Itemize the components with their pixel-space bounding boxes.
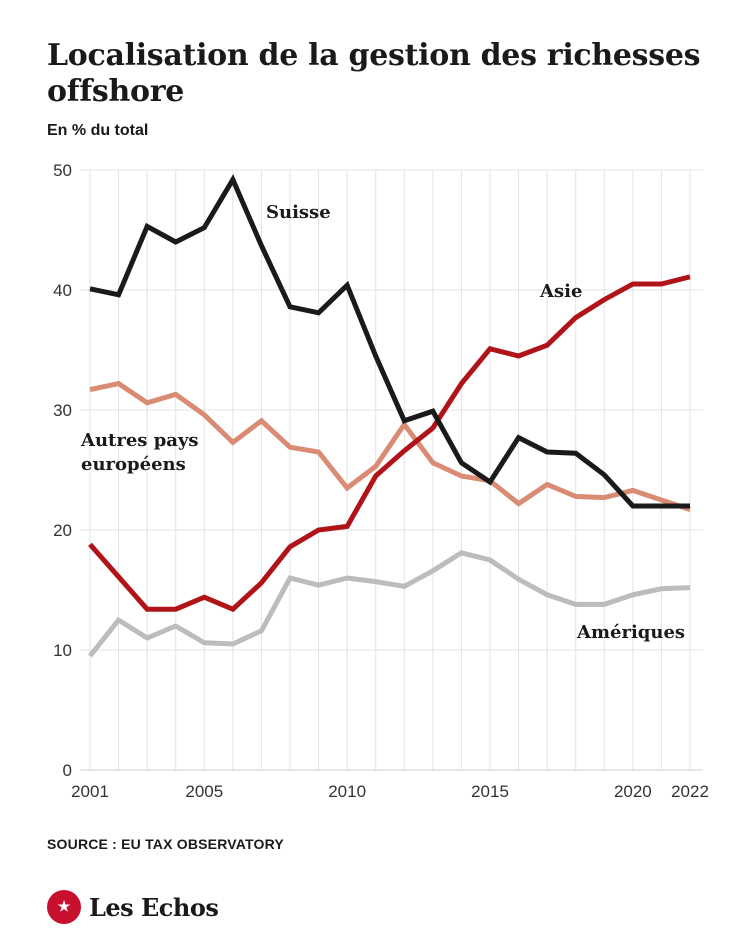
brand-name: Les Echos	[89, 892, 219, 922]
y-tick-label: 20	[53, 521, 72, 540]
label-autres-pays-line2: européens	[81, 454, 186, 475]
chart-subtitle: En % du total	[47, 122, 149, 139]
y-tick-label: 10	[53, 641, 72, 660]
line-chart: 0 10 20 30 40 50 2001 2005 2010 2015 2020 2022 Suis…	[53, 161, 709, 801]
source-note: SOURCE : EU TAX OBSERVATORY	[47, 836, 284, 852]
y-tick-label: 40	[53, 281, 72, 300]
label-autres-pays-line1: Autres pays	[80, 430, 199, 451]
y-tick-label: 50	[53, 161, 72, 180]
label-suisse: Suisse	[266, 202, 331, 223]
x-tick-label: 2005	[185, 782, 223, 801]
series-line-suisse	[89, 174, 690, 509]
series-line-autres-pays-europ-ens	[89, 380, 691, 512]
label-asie: Asie	[539, 281, 582, 302]
label-ameriques: Amériques	[576, 622, 685, 643]
series-labels: Suisse Asie Autres pays européens Amériq…	[80, 202, 685, 643]
chart-title: Localisation de la gestion des richesses…	[47, 38, 701, 109]
y-tick-label: 0	[63, 761, 72, 780]
series-lines	[88, 174, 691, 658]
x-tick-label: 2020	[614, 782, 652, 801]
series-line-asie	[88, 274, 691, 613]
grid-lines	[80, 169, 703, 771]
y-tick-label: 30	[53, 401, 72, 420]
x-tick-label: 2015	[471, 782, 509, 801]
x-tick-label: 2001	[71, 782, 109, 801]
series-line-am-riques	[88, 550, 691, 658]
x-tick-label: 2022	[671, 782, 709, 801]
brand: ★ Les Echos	[47, 890, 219, 924]
axis-ticks: 0 10 20 30 40 50 2001 2005 2010 2015 2020 2022	[53, 161, 709, 801]
echos-rooster-icon: ★	[47, 890, 81, 924]
x-tick-label: 2010	[328, 782, 366, 801]
